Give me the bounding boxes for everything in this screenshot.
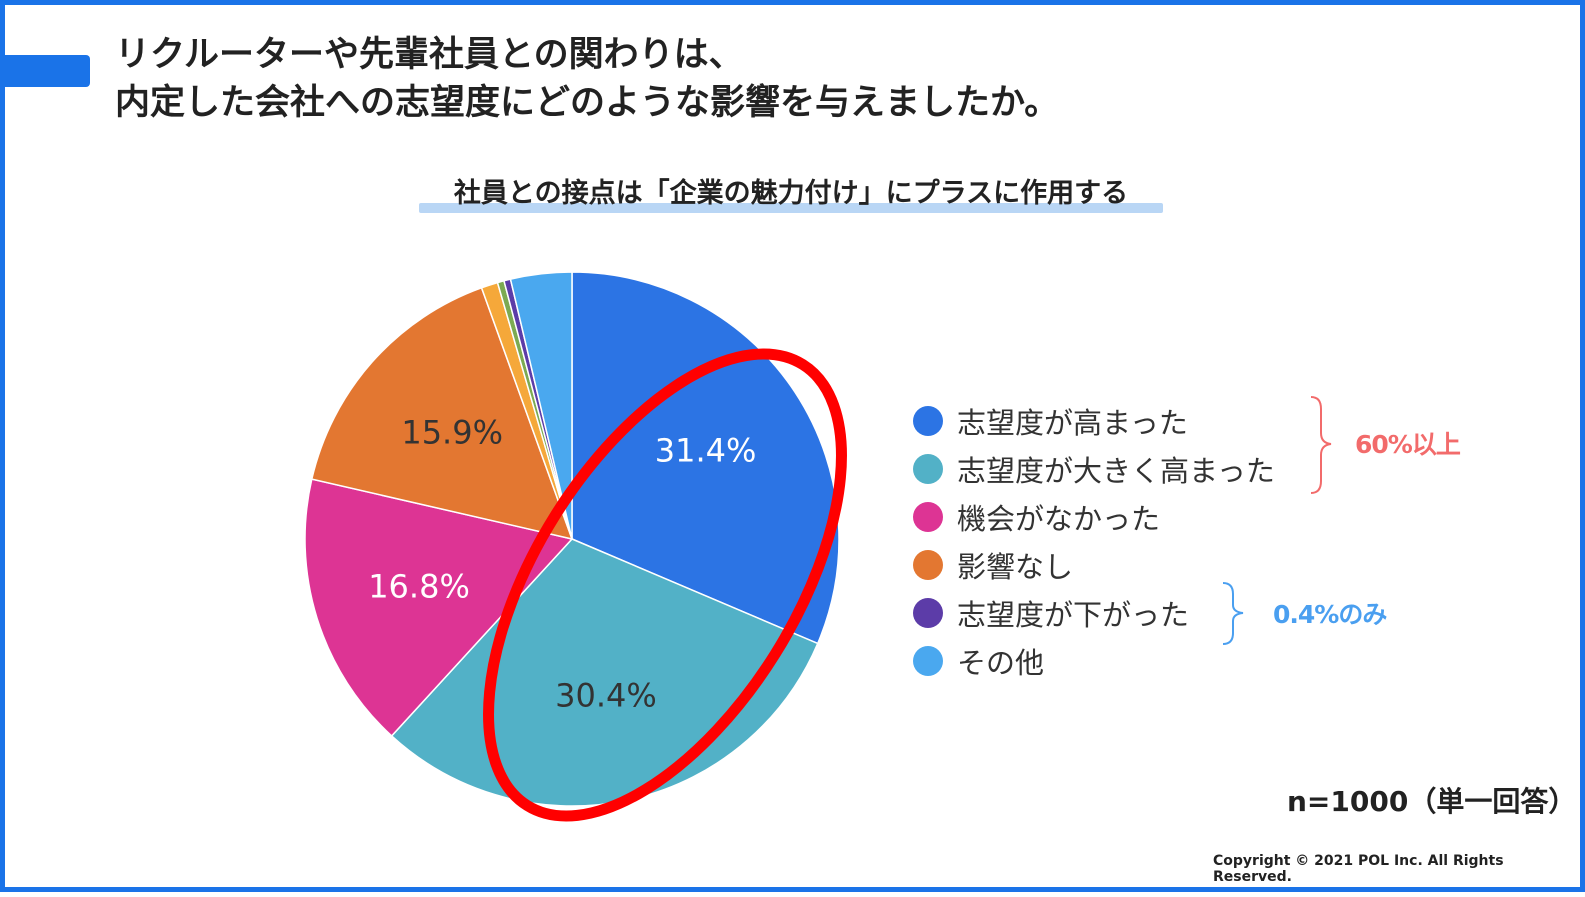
legend-item: 志望度が大きく高まった xyxy=(913,445,1333,493)
slice-value-label: 15.9% xyxy=(401,414,503,452)
legend-item: 機会がなかった xyxy=(913,493,1333,541)
brace-bottom-icon xyxy=(1222,582,1244,645)
legend-swatch xyxy=(913,454,943,484)
slice-value-label: 30.4% xyxy=(555,677,657,715)
brace-top-icon xyxy=(1310,396,1332,494)
page-title: リクルーターや先輩社員との関わりは、 内定した会社への志望度にどのような影響を与… xyxy=(115,31,1215,127)
legend-label: 志望度が下がった xyxy=(957,598,1190,632)
legend-label: 機会がなかった xyxy=(957,502,1161,536)
legend-label: 影響なし xyxy=(957,550,1074,584)
title-line-1: リクルーターや先輩社員との関わりは、 xyxy=(115,35,744,75)
legend-item: 志望度が下がった xyxy=(913,589,1333,637)
slice-value-label: 16.8% xyxy=(368,568,470,606)
highlight-ellipse xyxy=(483,348,847,822)
pie-slices xyxy=(304,271,840,807)
legend-label: その他 xyxy=(957,646,1045,680)
legend-label: 志望度が高まった xyxy=(957,406,1188,440)
subtitle-underline xyxy=(419,203,1163,213)
pie-chart: 31.4% 30.4% 16.8% 15.9% xyxy=(304,271,1332,822)
legend-swatch xyxy=(913,406,943,436)
pie-slice-labels: 31.4% 30.4% 16.8% 15.9% xyxy=(368,414,756,715)
title-line-2: 内定した会社への志望度にどのような影響を与えましたか。 xyxy=(115,83,1060,123)
subtitle-text: 社員との接点は「企業の魅力付け」にプラスに作用する xyxy=(453,178,1129,209)
chart-legend: 志望度が高まった 志望度が大きく高まった 機会がなかった 影響なし 志望度が下が… xyxy=(913,397,1333,685)
legend-swatch xyxy=(913,502,943,532)
legend-item: その他 xyxy=(913,637,1333,685)
sample-size-note: n=1000（単一回答） xyxy=(1287,785,1577,818)
subtitle: 社員との接点は「企業の魅力付け」にプラスに作用する xyxy=(419,175,1163,215)
copyright: Copyright © 2021 POL Inc. All Rights Res… xyxy=(1213,853,1504,885)
legend-swatch xyxy=(913,646,943,676)
annotation-bottom-group: 0.4%のみ xyxy=(1273,600,1387,629)
pie-slice xyxy=(571,271,840,645)
legend-item: 影響なし xyxy=(913,541,1333,589)
pie-slice xyxy=(509,271,573,540)
legend-item: 志望度が高まった xyxy=(913,397,1333,445)
legend-label: 志望度が大きく高まった xyxy=(957,454,1275,488)
pie-slice xyxy=(304,478,574,737)
accent-bar xyxy=(5,55,90,87)
legend-swatch xyxy=(913,598,943,628)
pie-slice xyxy=(310,286,574,541)
annotation-top-group: 60%以上 xyxy=(1355,430,1461,459)
slice-value-label: 31.4% xyxy=(655,432,757,470)
legend-swatch xyxy=(913,550,943,580)
